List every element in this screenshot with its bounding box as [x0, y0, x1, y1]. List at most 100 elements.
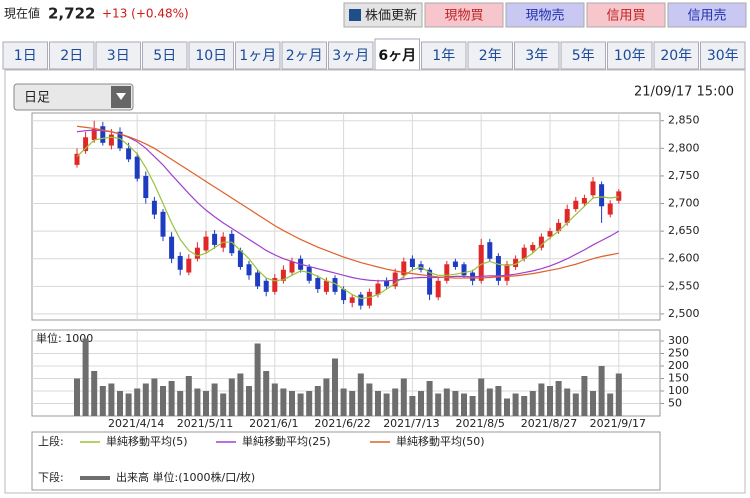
volume-bar [177, 391, 184, 416]
period-tab[interactable] [374, 38, 420, 71]
volume-bar [469, 396, 476, 416]
header-button[interactable] [505, 2, 585, 28]
dropdown-label: 日足 [24, 91, 50, 106]
period-tab[interactable] [49, 41, 95, 70]
volume-bar [581, 376, 588, 416]
x-tick-label: 2021/8/27 [521, 417, 577, 430]
candle-body [160, 211, 166, 237]
volume-bar [125, 393, 132, 416]
period-tab[interactable] [281, 41, 327, 70]
candle-body [151, 200, 157, 215]
candle-body [444, 264, 450, 281]
volume-bar [495, 386, 502, 416]
volume-bar [211, 383, 218, 416]
header-button[interactable] [667, 2, 747, 28]
candle-body [599, 184, 605, 207]
volume-bar [220, 393, 227, 416]
volume-bar [117, 391, 123, 416]
y-tick-label: 2,850 [668, 114, 700, 127]
volume-bar [99, 386, 106, 416]
candle-body [186, 258, 192, 273]
volume-bar [452, 391, 459, 416]
volume-bar [203, 391, 209, 416]
volume-bar [572, 393, 579, 416]
volume-bar [547, 386, 553, 416]
period-tab-label: 3日 [107, 48, 130, 64]
candle-body [255, 272, 261, 287]
volume-bar [392, 388, 399, 416]
volume-bar [74, 378, 80, 416]
volume-bar [314, 386, 321, 416]
volume-bar [349, 391, 356, 416]
volume-bar [289, 391, 295, 416]
candle-body [126, 148, 132, 160]
volume-bar [82, 338, 89, 416]
candle-body [452, 261, 458, 268]
dropdown[interactable] [13, 83, 134, 111]
period-tab[interactable] [95, 41, 141, 70]
header-button-label: 現物買 [444, 9, 483, 24]
volume-bar [375, 391, 381, 416]
candle-body [392, 272, 398, 287]
volume-bar [168, 381, 175, 416]
volume-bar [185, 376, 192, 416]
period-tab-label: 1年 [432, 48, 455, 64]
period-tab[interactable] [560, 41, 606, 70]
header-button-label: 株価更新 [365, 8, 417, 24]
candle-body [91, 129, 97, 141]
candle-body [607, 203, 613, 215]
candle-body [401, 261, 407, 276]
volume-bar [529, 391, 536, 416]
volume-bar [323, 378, 330, 416]
candle-body [349, 297, 355, 303]
volume-bar [426, 381, 433, 416]
volume-bar [340, 388, 347, 416]
period-tab[interactable] [188, 41, 234, 70]
volume-bar [271, 383, 278, 416]
header-button[interactable] [586, 2, 666, 28]
period-tab[interactable] [328, 41, 374, 70]
volume-bar [504, 398, 510, 416]
period-tab[interactable] [653, 41, 699, 70]
candle-body [435, 280, 441, 298]
candle-body [427, 269, 433, 295]
x-tick-label: 2021/8/5 [455, 417, 504, 430]
candle-body [521, 247, 527, 259]
volume-bar [418, 391, 424, 416]
period-tab[interactable] [467, 41, 513, 70]
volume-bar [607, 393, 614, 416]
candle-body [564, 209, 570, 223]
candle-body [117, 131, 123, 149]
price-label: 現在値 [4, 6, 40, 21]
candle-body [100, 126, 106, 143]
legend-label: 単純移動平均(50) [396, 434, 485, 448]
candle-body [108, 134, 114, 146]
candle-body [280, 269, 286, 281]
period-tab[interactable] [235, 41, 281, 70]
period-tab[interactable] [514, 41, 560, 70]
candle-body [530, 244, 536, 251]
candle-body [375, 283, 381, 295]
volume-bar [598, 366, 605, 416]
legend-section-label: 下段: [38, 470, 64, 484]
period-tab-label: 1日 [14, 48, 37, 64]
header-button[interactable] [424, 2, 504, 28]
period-tab-label: 2日 [60, 48, 83, 64]
candle-body [272, 278, 278, 292]
period-tab[interactable] [2, 41, 48, 70]
volume-bar [383, 393, 390, 416]
candle-body [83, 137, 89, 152]
candle-body [616, 191, 622, 201]
volume-bar [461, 393, 467, 416]
volume-bar [237, 373, 244, 416]
volume-bar [564, 388, 571, 416]
period-tab[interactable] [607, 41, 653, 70]
y-tick-label: 200 [668, 359, 689, 372]
candle-body [547, 231, 553, 237]
volume-bar [332, 358, 338, 416]
period-tab[interactable] [142, 41, 188, 70]
candle-body [358, 294, 364, 306]
period-tab[interactable] [421, 41, 467, 70]
candle-body [538, 236, 544, 248]
period-tab[interactable] [700, 41, 746, 70]
